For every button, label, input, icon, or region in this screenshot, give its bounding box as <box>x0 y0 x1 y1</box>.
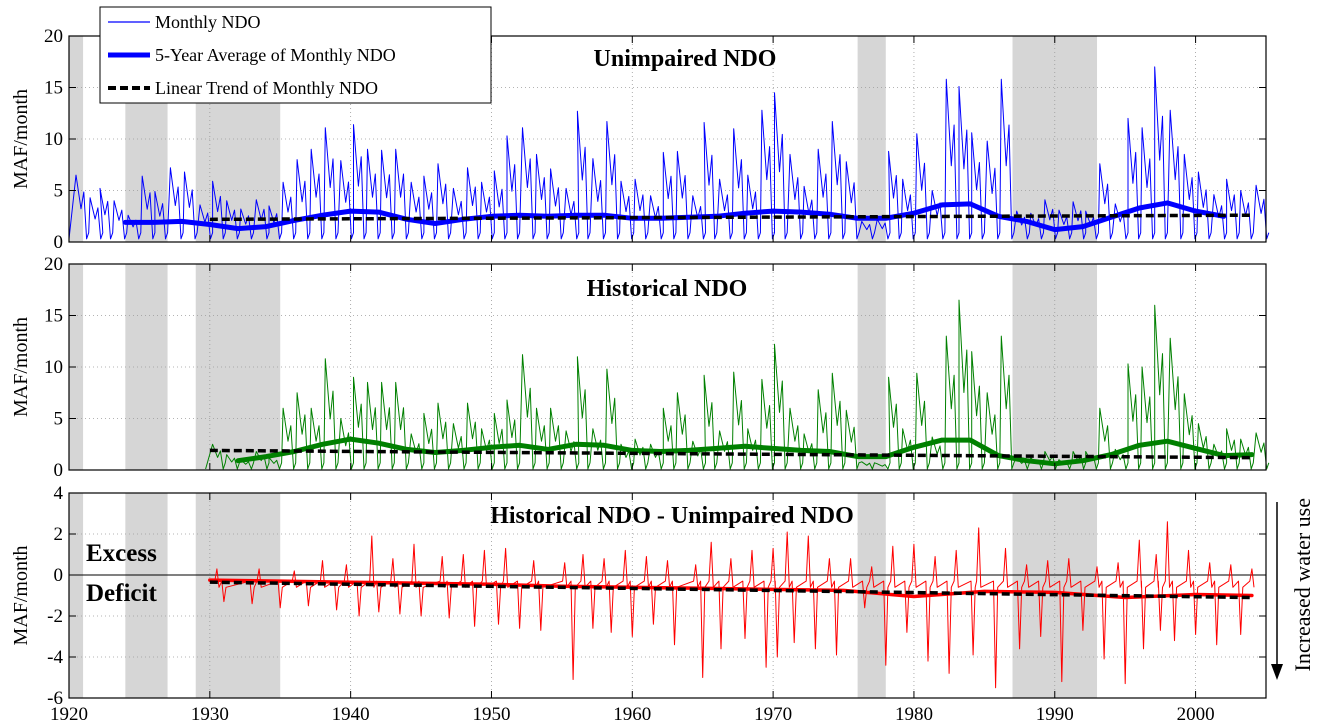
panel-difference: -6 -4 -2 0 2 4 1920 1930 1940 1950 1960 1970 1980 199… <box>10 483 1267 725</box>
annotation-deficit: Deficit <box>86 580 157 607</box>
drought-shade <box>195 493 281 698</box>
panel-title: Historical NDO <box>587 276 748 302</box>
legend-label-trend: Linear Trend of Monthly NDO <box>155 78 378 98</box>
five-year-average-line <box>235 436 1255 467</box>
y-tick-label: -2 <box>47 606 63 627</box>
panel-title: Historical NDO - Unimpaired NDO <box>490 503 854 529</box>
drought-shade <box>125 493 168 698</box>
drought-shade <box>1012 36 1098 242</box>
y-tick-label: 20 <box>44 26 63 47</box>
panel-unimpaired: 0 5 10 15 20 MAF/month Unimpaired NDO <box>10 26 1270 253</box>
panel-title: Unimpaired NDO <box>594 46 777 72</box>
legend-label-5yr: 5-Year Average of Monthly NDO <box>155 45 396 65</box>
y-tick-label: 5 <box>54 181 64 202</box>
x-tick-label: 1970 <box>754 704 792 725</box>
y-tick-label: 15 <box>44 78 63 99</box>
y-tick-label: 20 <box>44 254 63 275</box>
x-tick-label: 1950 <box>472 704 510 725</box>
x-tick-label: 1930 <box>191 704 229 725</box>
side-label: Increased water use <box>1290 498 1315 671</box>
increased-water-use-indicator: Increased water use <box>1271 498 1315 680</box>
x-tick-label: 1980 <box>895 704 933 725</box>
x-tick-label: 1920 <box>50 704 88 725</box>
x-tick-label: 1960 <box>613 704 651 725</box>
x-tick-label: 1990 <box>1036 704 1074 725</box>
y-axis-label: MAF/month <box>10 89 32 189</box>
x-tick-label: 2000 <box>1177 704 1215 725</box>
monthly-series-line <box>214 521 1255 689</box>
y-tick-label: 0 <box>54 460 64 481</box>
y-tick-label: 4 <box>54 483 64 504</box>
legend-label-monthly: Monthly NDO <box>155 12 261 32</box>
linear-trend-line <box>209 213 1252 222</box>
legend: Monthly NDO 5-Year Average of Monthly ND… <box>99 6 492 104</box>
y-axis-label: MAF/month <box>10 545 32 645</box>
drought-shade <box>125 264 168 470</box>
linear-trend-line <box>209 580 1252 600</box>
y-tick-label: 0 <box>54 232 64 253</box>
drought-shade <box>857 493 886 698</box>
down-arrow-icon <box>1271 664 1283 680</box>
plot-frame <box>68 492 1267 699</box>
y-tick-label: -4 <box>47 647 63 668</box>
linear-trend-line <box>209 448 1252 460</box>
y-tick-label: 0 <box>54 565 64 586</box>
drought-shade <box>1012 264 1098 470</box>
x-tick-label: 1940 <box>332 704 370 725</box>
drought-shade <box>69 493 84 698</box>
y-tick-label: -6 <box>47 688 63 709</box>
y-axis-label: MAF/month <box>10 317 32 417</box>
panel-historical: 0 5 10 15 20 MAF/month Historical NDO <box>10 254 1270 481</box>
y-tick-label: 2 <box>54 524 64 545</box>
y-tick-label: 10 <box>44 357 63 378</box>
monthly-series-line <box>68 66 1270 240</box>
y-tick-label: 10 <box>44 129 63 150</box>
y-tick-label: 15 <box>44 306 63 327</box>
annotation-excess: Excess <box>86 540 157 567</box>
y-tick-label: 5 <box>54 409 64 430</box>
